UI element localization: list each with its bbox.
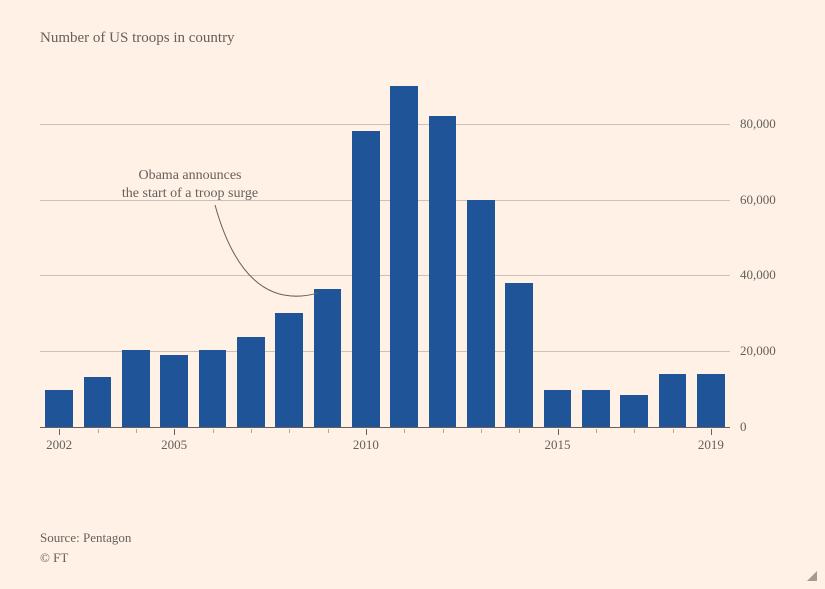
x-axis-label: 2002 <box>46 437 72 453</box>
y-axis-label: 20,000 <box>740 343 776 359</box>
bar-2010 <box>352 131 380 427</box>
x-tick <box>596 429 597 433</box>
x-axis-label: 2015 <box>545 437 571 453</box>
x-tick <box>251 429 252 433</box>
grid-line <box>40 275 730 276</box>
resize-corner-icon <box>807 571 817 581</box>
bar-2012 <box>429 116 457 427</box>
bar-2002 <box>45 390 73 427</box>
x-tick <box>634 429 635 433</box>
bar-2013 <box>467 200 495 427</box>
figure-container: Number of US troops in country 0 20,000 40… <box>0 0 825 589</box>
x-tick <box>519 429 520 433</box>
y-axis-label: 40,000 <box>740 267 776 283</box>
bar-2006 <box>199 350 227 427</box>
bar-2017 <box>620 395 648 427</box>
bar-2011 <box>390 86 418 427</box>
y-axis-label: 60,000 <box>740 192 776 208</box>
bar-2007 <box>237 337 265 427</box>
x-tick <box>59 429 60 435</box>
x-axis-label: 2010 <box>353 437 379 453</box>
bar-2003 <box>84 377 112 427</box>
bar-2015 <box>544 390 572 427</box>
x-tick <box>328 429 329 433</box>
x-axis-label: 2005 <box>161 437 187 453</box>
x-tick <box>366 429 367 435</box>
bar-chart: 0 20,000 40,000 60,000 80,000 2002 2005 2010 201… <box>40 67 785 467</box>
x-tick <box>404 429 405 433</box>
copyright-text: © FT <box>40 548 131 568</box>
grid-line <box>40 124 730 125</box>
x-tick <box>481 429 482 433</box>
bar-2016 <box>582 390 610 427</box>
x-axis-label: 2019 <box>698 437 724 453</box>
bar-2004 <box>122 350 150 427</box>
grid-line <box>40 427 730 428</box>
x-tick <box>98 429 99 433</box>
bar-2005 <box>160 355 188 427</box>
x-tick <box>711 429 712 435</box>
x-tick <box>443 429 444 433</box>
x-tick <box>673 429 674 433</box>
plot-area: 020,00040,00060,00080,000200220052010201… <box>40 67 730 427</box>
x-tick <box>558 429 559 435</box>
x-tick <box>213 429 214 433</box>
bar-2008 <box>275 313 303 427</box>
source-text: Source: Pentagon <box>40 528 131 548</box>
chart-footer: Source: Pentagon © FT <box>40 528 131 567</box>
chart-subtitle: Number of US troops in country <box>40 30 785 47</box>
x-tick <box>174 429 175 435</box>
x-tick <box>289 429 290 433</box>
annotation-text: Obama announcesthe start of a troop surg… <box>100 167 280 202</box>
y-axis-label: 0 <box>740 419 747 435</box>
bar-2019 <box>697 374 725 427</box>
bar-2009 <box>314 289 342 427</box>
bar-2018 <box>659 374 687 427</box>
x-tick <box>136 429 137 433</box>
bar-2014 <box>505 283 533 427</box>
y-axis-label: 80,000 <box>740 116 776 132</box>
